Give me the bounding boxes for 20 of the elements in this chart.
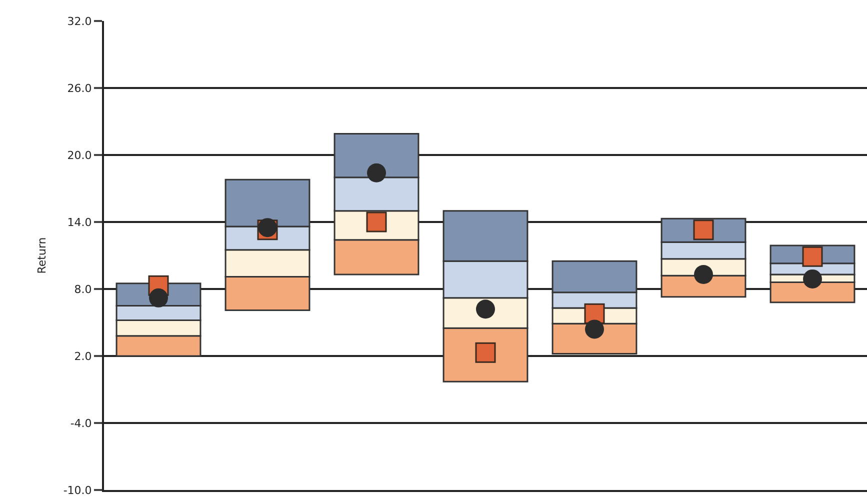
point [367, 163, 386, 182]
y-tick-label: -4.0 [70, 416, 92, 430]
point [476, 300, 495, 319]
point [585, 320, 604, 339]
point [149, 288, 168, 308]
y-tick-label: 8.0 [74, 282, 92, 296]
y-axis-title: Return [35, 237, 48, 274]
y-tick-label: 14.0 [67, 216, 92, 229]
y-tick-label: 2.0 [74, 350, 92, 363]
point [366, 212, 387, 232]
point [803, 269, 822, 288]
point [475, 342, 496, 363]
point [802, 246, 823, 267]
point [258, 218, 277, 238]
y-tick-label: 20.0 [67, 148, 92, 162]
y-tick-label: 26.0 [67, 82, 92, 95]
y-tick-label: 32.0 [67, 14, 92, 28]
point [693, 220, 714, 240]
y-tick-label: -10.0 [63, 484, 92, 497]
point [694, 264, 713, 284]
